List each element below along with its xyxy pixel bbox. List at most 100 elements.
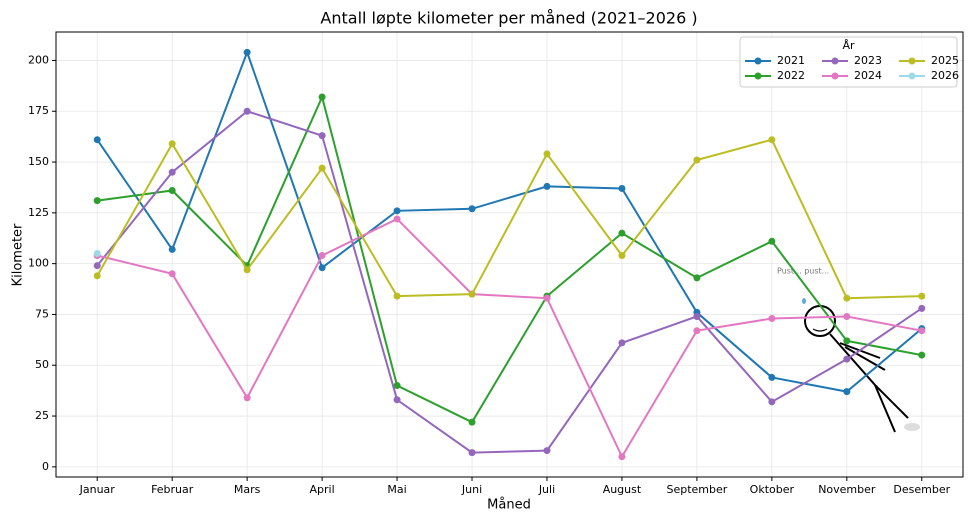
data-point (468, 205, 476, 213)
legend-label: 2022 (777, 69, 805, 82)
series (93, 215, 926, 461)
series-line (96, 138, 922, 300)
data-point (768, 136, 776, 144)
y-tick-label: 50 (35, 358, 49, 371)
legend-marker (831, 72, 839, 80)
data-point (93, 272, 101, 280)
data-point (93, 136, 101, 144)
data-point (843, 388, 851, 396)
data-point (393, 396, 401, 404)
legend-label: 2026 (931, 69, 959, 82)
data-point (693, 274, 701, 282)
data-point (393, 292, 401, 300)
series-line (96, 49, 923, 393)
legend-label: 2024 (854, 69, 882, 82)
data-point (918, 304, 926, 312)
legend-marker (754, 72, 762, 80)
series-line (97, 94, 922, 424)
data-point (543, 150, 551, 158)
legend-marker (908, 72, 916, 80)
data-point (693, 156, 701, 164)
x-tick-label: Mars (234, 483, 261, 496)
y-tick-label: 125 (28, 206, 49, 219)
x-tick-label: Juni (461, 483, 482, 496)
data-point (468, 449, 476, 457)
x-tick-label: Mai (387, 483, 406, 496)
data-point (168, 270, 176, 278)
data-point (168, 245, 176, 253)
dust-cloud (904, 423, 920, 431)
series (93, 136, 926, 302)
series-line (96, 110, 923, 454)
legend-marker (754, 57, 762, 65)
data-point (618, 184, 626, 192)
figure-body (829, 333, 876, 386)
figure-leg (874, 384, 909, 419)
data-point (618, 339, 626, 347)
y-tick-label: 200 (28, 53, 49, 66)
data-point (918, 292, 926, 300)
figure-mouth (812, 328, 828, 332)
data-point (243, 394, 251, 402)
plot-frame (55, 31, 964, 478)
data-point (393, 215, 401, 223)
chart-title: Antall løpte kilometer per måned (2021–2… (320, 9, 697, 28)
data-point (168, 186, 176, 194)
y-tick-label: 25 (35, 409, 49, 422)
x-tick-label: August (603, 483, 642, 496)
y-axis-label: Kilometer (11, 223, 26, 286)
legend-label: 2021 (777, 54, 805, 67)
sweat-drop (802, 298, 806, 304)
data-point (618, 453, 626, 461)
legend-frame (739, 36, 958, 88)
data-point (543, 447, 551, 455)
data-point (243, 266, 251, 274)
y-tick-label: 0 (42, 460, 49, 473)
x-tick-label: April (310, 483, 335, 496)
x-axis-label: Måned (487, 498, 531, 513)
x-tick-label: Desember (893, 483, 950, 496)
data-point (318, 132, 326, 140)
y-tick-label: 100 (28, 257, 49, 270)
series (93, 107, 926, 457)
x-tick-label: Januar (79, 483, 116, 496)
annotation: Pust... pust... (777, 267, 829, 276)
data-point (918, 327, 926, 335)
legend-label: 2025 (931, 54, 959, 67)
data-point (168, 140, 176, 148)
series (93, 93, 926, 426)
data-point (318, 264, 326, 272)
y-tick-label: 75 (35, 307, 49, 320)
data-point (243, 48, 251, 56)
data-point (468, 418, 476, 426)
data-point (393, 207, 401, 215)
x-tick-label: Oktober (750, 483, 795, 496)
data-point (843, 337, 851, 345)
data-point (393, 382, 401, 390)
x-tick-label: Juli (538, 483, 555, 496)
data-point (768, 398, 776, 406)
x-tick-label: November (818, 483, 876, 496)
series-line (96, 217, 922, 459)
data-point (843, 294, 851, 302)
data-point (693, 327, 701, 335)
data-point (543, 182, 551, 190)
y-tick-label: 150 (28, 155, 49, 168)
legend: År 2021 2022 2023 2024 2025 2026 (739, 36, 959, 88)
data-point (918, 351, 926, 359)
data-point (768, 237, 776, 245)
figure-leg (874, 384, 896, 433)
data-point (168, 168, 176, 176)
data-point (843, 355, 851, 363)
legend-marker (908, 57, 916, 65)
data-point (318, 164, 326, 172)
data-point (93, 249, 101, 257)
legend-title: År (842, 39, 855, 52)
x-tick-label: September (666, 483, 727, 496)
legend-label: 2023 (854, 54, 882, 67)
data-point (618, 229, 626, 237)
data-point (768, 373, 776, 381)
data-point (768, 315, 776, 323)
data-point (468, 290, 476, 298)
x-tick-label: Februar (151, 483, 194, 496)
